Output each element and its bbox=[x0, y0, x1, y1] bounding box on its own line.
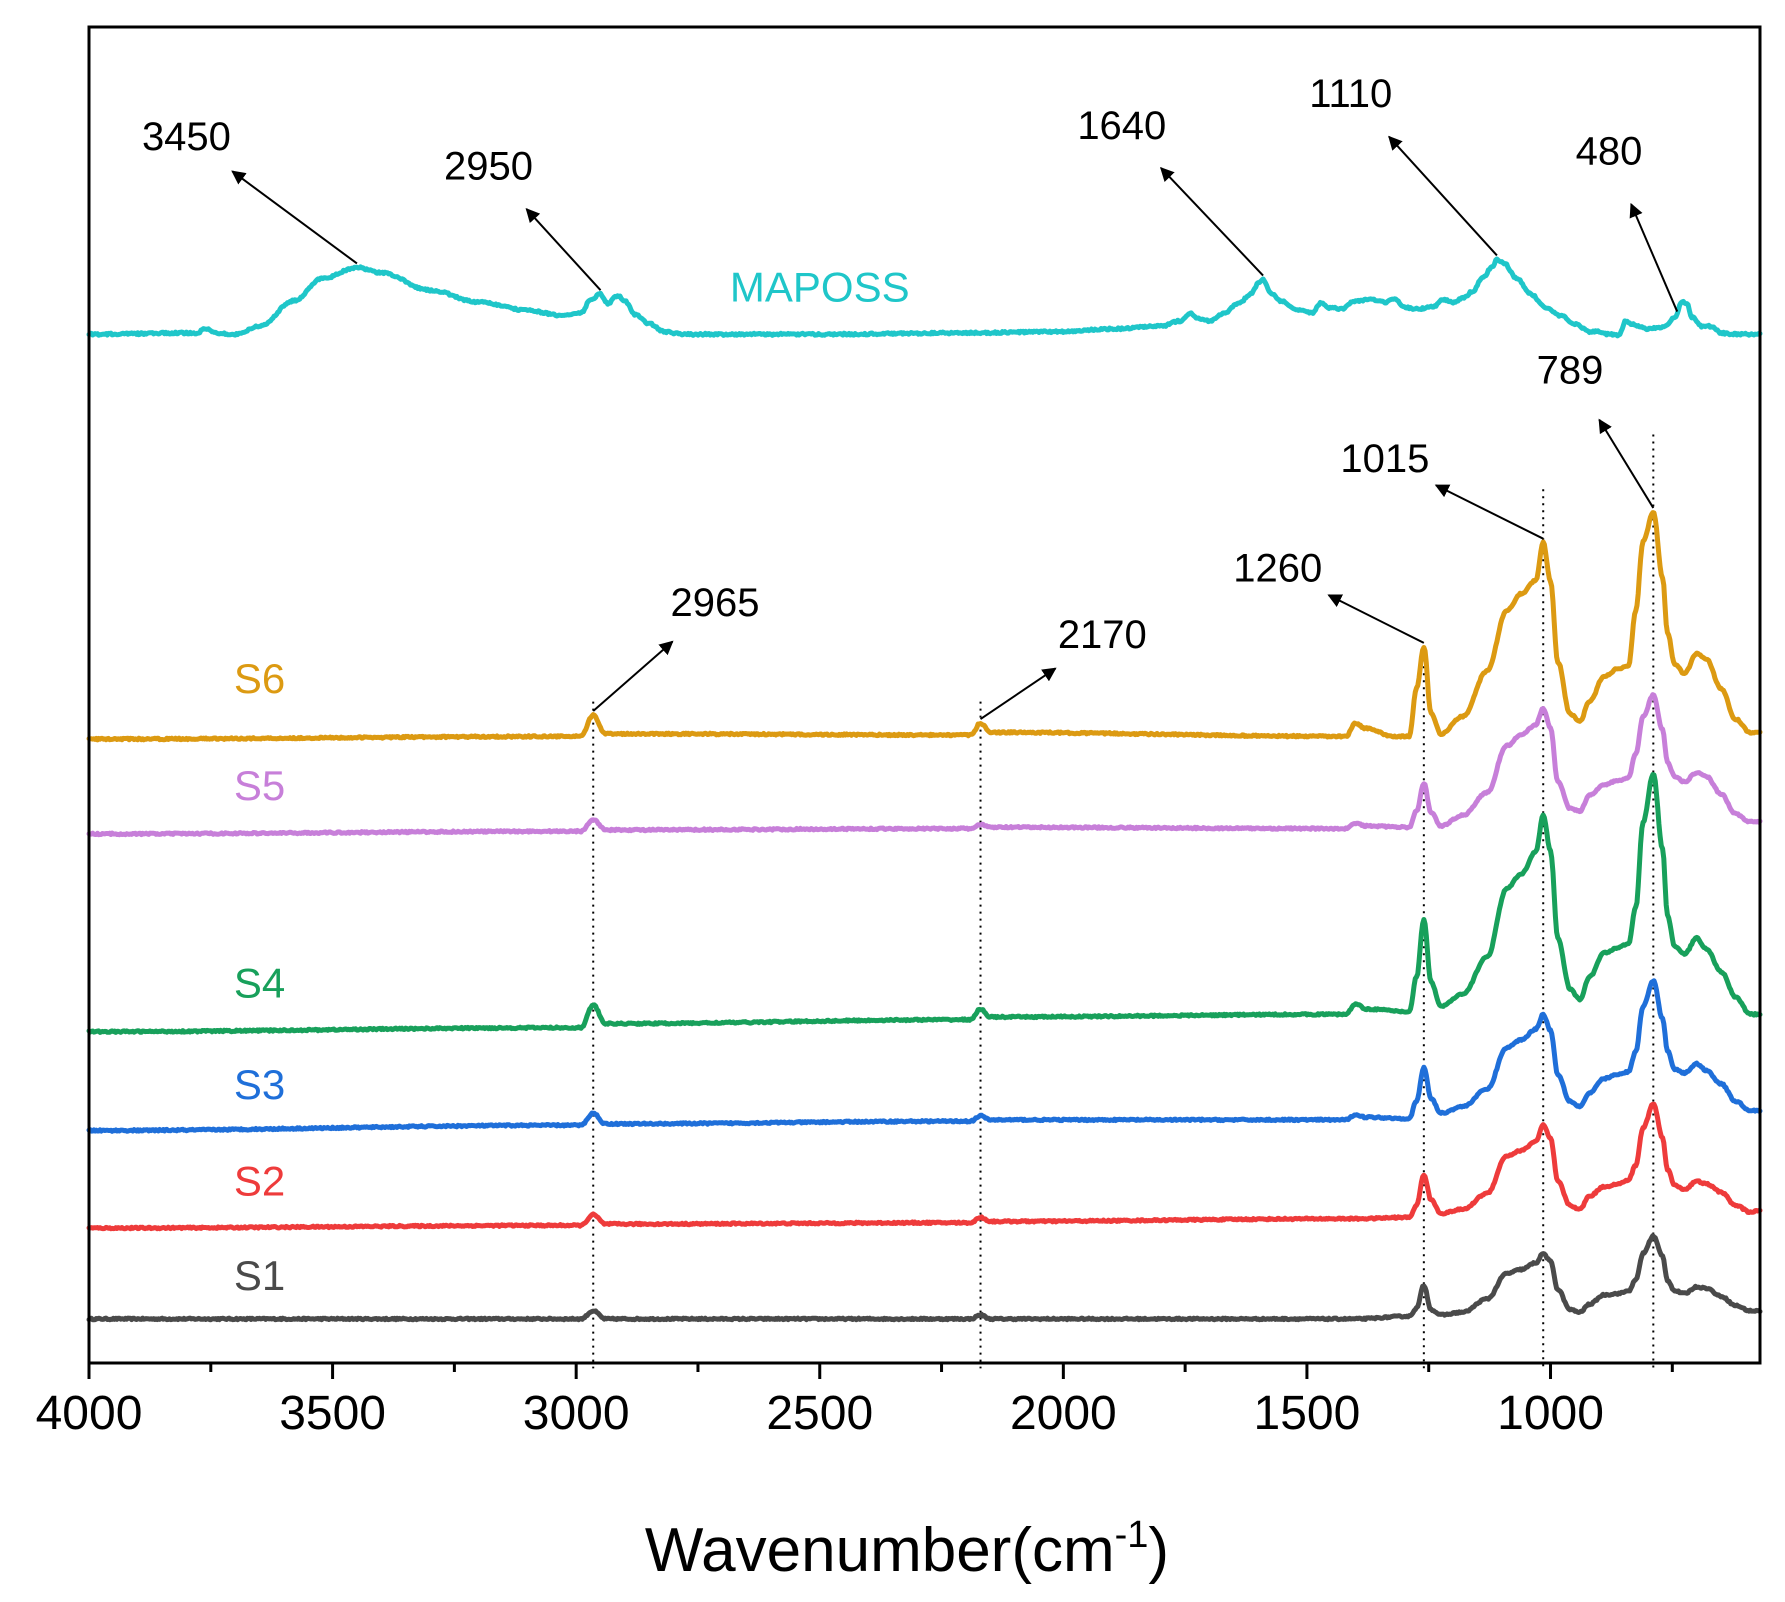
series-line-s2 bbox=[86, 1101, 1763, 1232]
series-line-s3 bbox=[86, 978, 1763, 1134]
series-label-s6: S6 bbox=[234, 655, 285, 702]
reference-lines bbox=[592, 434, 1655, 1369]
x-tick-label-1000: 1000 bbox=[1497, 1387, 1604, 1440]
annotation-label-1260: 1260 bbox=[1233, 546, 1322, 590]
series-label-s4: S4 bbox=[234, 960, 285, 1007]
series-line-s1 bbox=[86, 1233, 1763, 1323]
x-tick-label-1500: 1500 bbox=[1254, 1387, 1361, 1440]
x-tick-label-3000: 3000 bbox=[523, 1387, 630, 1440]
annotation-arrow-1015 bbox=[1434, 484, 1544, 540]
annotation-label-1110: 1110 bbox=[1309, 72, 1392, 116]
series-label-s1: S1 bbox=[234, 1252, 285, 1299]
annotation-label-1640: 1640 bbox=[1077, 104, 1166, 148]
annotation-arrow-1260 bbox=[1327, 594, 1425, 644]
x-tick-label-3500: 3500 bbox=[279, 1387, 386, 1440]
series-label-s5: S5 bbox=[234, 762, 285, 809]
spectra-series bbox=[86, 256, 1763, 1323]
x-tick-label-2500: 2500 bbox=[766, 1387, 873, 1440]
series-label-s2: S2 bbox=[234, 1157, 285, 1204]
peak-annotations: 3450 2950 1640 1110 480 789 1015 1260 2965 2170 bbox=[142, 72, 1679, 720]
series-line-maposs bbox=[86, 256, 1763, 339]
annotation-label-789: 789 bbox=[1537, 349, 1604, 393]
x-axis-title: Wavenumber(cm-1) bbox=[645, 1514, 1169, 1585]
series-line-s4 bbox=[86, 772, 1763, 1035]
series-label-maposs: MAPOSS bbox=[730, 264, 910, 311]
annotation-arrow-2965 bbox=[592, 640, 674, 712]
annotation-label-480: 480 bbox=[1576, 130, 1643, 174]
annotation-arrow-480 bbox=[1629, 202, 1679, 312]
annotation-label-2950: 2950 bbox=[444, 144, 533, 188]
annotation-arrow-2170 bbox=[979, 667, 1057, 720]
series-line-s5 bbox=[86, 692, 1763, 838]
annotation-arrow-1110 bbox=[1388, 135, 1498, 257]
x-tick-label-2000: 2000 bbox=[1010, 1387, 1117, 1440]
annotation-arrow-2950 bbox=[525, 208, 602, 291]
series-label-s3: S3 bbox=[234, 1061, 285, 1108]
annotation-label-1015: 1015 bbox=[1340, 437, 1429, 481]
annotation-arrow-3450 bbox=[231, 170, 358, 265]
plot-frame bbox=[87, 25, 1762, 1365]
annotation-label-3450: 3450 bbox=[142, 115, 231, 159]
series-line-s6 bbox=[86, 510, 1763, 743]
annotation-arrow-1640 bbox=[1160, 166, 1264, 277]
annotation-arrow-789 bbox=[1598, 418, 1655, 509]
annotation-label-2170: 2170 bbox=[1058, 613, 1147, 657]
series-labels: S1 S2 S3 S4 S5 S6 MAPOSS bbox=[234, 264, 910, 1300]
annotation-label-2965: 2965 bbox=[671, 581, 760, 625]
x-tick-label-4000: 4000 bbox=[36, 1387, 143, 1440]
x-axis-ticks: 4000 3500 3000 2500 2000 1500 1000 bbox=[36, 1363, 1674, 1440]
